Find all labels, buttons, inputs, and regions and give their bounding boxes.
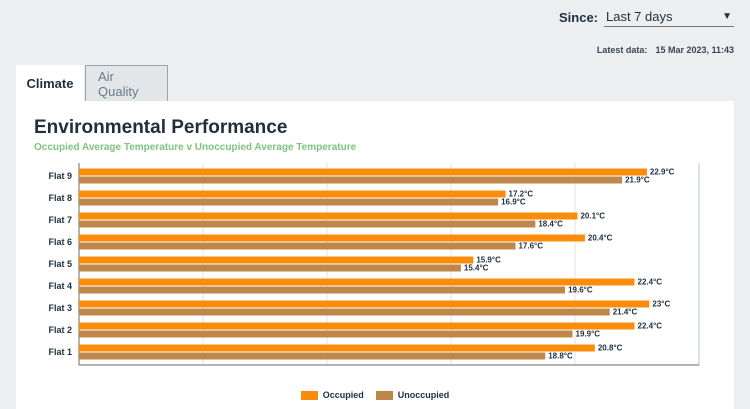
category-label: Flat 2 bbox=[48, 325, 72, 335]
category-label: Flat 6 bbox=[48, 237, 72, 247]
bar-unoccupied bbox=[79, 242, 516, 250]
bar-occupied bbox=[79, 344, 595, 352]
bar-unoccupied bbox=[79, 286, 566, 294]
data-label-unoccupied: 18.8°C bbox=[548, 352, 573, 361]
chevron-down-icon: ▼ bbox=[722, 11, 732, 22]
data-label-unoccupied: 16.9°C bbox=[501, 198, 526, 207]
bar-unoccupied bbox=[79, 264, 461, 272]
data-label-occupied: 22.9°C bbox=[650, 168, 675, 177]
since-label: Since: bbox=[558, 9, 598, 25]
data-label-unoccupied: 15.4°C bbox=[464, 264, 489, 273]
bar-occupied bbox=[79, 234, 585, 242]
bar-occupied bbox=[79, 278, 635, 286]
bar-unoccupied bbox=[79, 330, 573, 338]
tab-climate[interactable]: Climate bbox=[16, 65, 84, 102]
bar-occupied bbox=[79, 300, 650, 308]
category-label: Flat 5 bbox=[48, 259, 72, 269]
data-label-occupied: 15.9°C bbox=[476, 256, 501, 265]
data-label-occupied: 22.4°C bbox=[638, 278, 663, 287]
data-label-occupied: 20.8°C bbox=[598, 344, 623, 353]
category-label: Flat 4 bbox=[48, 281, 72, 291]
since-selected-value: Last 7 days bbox=[606, 9, 673, 24]
latest-data-label: Latest data: bbox=[596, 45, 648, 55]
chart-legend: Occupied Unoccupied bbox=[16, 390, 734, 400]
tab-climate-label: Climate bbox=[26, 76, 74, 91]
bar-chart: Flat 9 22.9°C21.9°C Flat 8 17.2°C16.9°C Flat… bbox=[48, 163, 700, 366]
data-label-unoccupied: 19.6°C bbox=[568, 286, 593, 295]
legend-label-unoccupied: Unoccupied bbox=[397, 390, 450, 400]
legend-label-occupied: Occupied bbox=[322, 390, 364, 400]
since-dropdown[interactable]: Last 7 days ▼ bbox=[604, 7, 734, 27]
category-label: Flat 1 bbox=[48, 347, 72, 357]
bar-unoccupied bbox=[79, 308, 610, 316]
data-label-occupied: 23°C bbox=[652, 300, 670, 309]
bar-unoccupied bbox=[79, 220, 536, 228]
data-label-occupied: 17.2°C bbox=[509, 190, 534, 199]
tab-air-quality[interactable]: Air Quality bbox=[85, 65, 168, 101]
since-filter: Since: Last 7 days ▼ bbox=[559, 7, 734, 27]
tab-air-quality-label: Air Quality bbox=[98, 68, 139, 99]
latest-data-value: 15 Mar 2023, 11:43 bbox=[655, 45, 734, 55]
bar-unoccupied bbox=[79, 198, 499, 206]
data-label-unoccupied: 19.9°C bbox=[576, 330, 601, 339]
bar-unoccupied bbox=[79, 352, 546, 360]
data-label-occupied: 20.1°C bbox=[580, 212, 605, 221]
bar-occupied bbox=[79, 190, 506, 198]
bar-unoccupied bbox=[79, 176, 623, 184]
legend-item-unoccupied[interactable]: Unoccupied bbox=[375, 390, 450, 400]
chart-title: Environmental Performance bbox=[34, 117, 288, 138]
category-label: Flat 3 bbox=[48, 303, 72, 313]
data-label-unoccupied: 18.4°C bbox=[538, 220, 563, 229]
category-label: Flat 8 bbox=[48, 193, 72, 203]
legend-swatch-unoccupied bbox=[375, 390, 393, 400]
data-label-unoccupied: 17.6°C bbox=[518, 242, 543, 251]
bar-occupied bbox=[79, 322, 635, 330]
data-label-unoccupied: 21.9°C bbox=[625, 176, 650, 185]
legend-item-occupied[interactable]: Occupied bbox=[300, 390, 364, 400]
category-label: Flat 9 bbox=[48, 171, 72, 181]
bar-occupied bbox=[79, 168, 647, 176]
bar-occupied bbox=[79, 256, 474, 264]
data-label-unoccupied: 21.4°C bbox=[613, 308, 638, 317]
category-label: Flat 7 bbox=[48, 215, 72, 225]
bar-occupied bbox=[79, 212, 578, 220]
chart-subtitle: Occupied Average Temperature v Unoccupie… bbox=[34, 142, 357, 153]
legend-swatch-occupied bbox=[300, 390, 318, 400]
data-label-occupied: 20.4°C bbox=[588, 234, 613, 243]
latest-data: Latest data: 15 Mar 2023, 11:43 bbox=[597, 45, 734, 55]
chart-panel: Environmental Performance Occupied Avera… bbox=[16, 101, 734, 409]
data-label-occupied: 22.4°C bbox=[638, 322, 663, 331]
tab-bar: Climate Air Quality bbox=[16, 65, 168, 102]
